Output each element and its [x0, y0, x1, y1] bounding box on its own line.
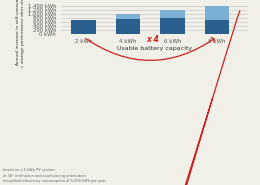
Text: based on a 5 kWp PV system
at 30° inclination and south-facing orientation
house: based on a 5 kWp PV system at 30° inclin…: [3, 168, 106, 183]
Bar: [116, 19, 140, 34]
Bar: [160, 18, 185, 34]
Bar: [205, 6, 229, 20]
Bar: [205, 20, 229, 34]
Bar: [116, 14, 140, 19]
X-axis label: Usable battery capacity: Usable battery capacity: [117, 46, 192, 51]
Text: x 4: x 4: [146, 35, 159, 44]
Y-axis label: Annual increase in self-consumption (net)
= storage performance after storage lo: Annual increase in self-consumption (net…: [16, 0, 25, 68]
Bar: [160, 9, 185, 18]
Bar: [71, 20, 95, 34]
